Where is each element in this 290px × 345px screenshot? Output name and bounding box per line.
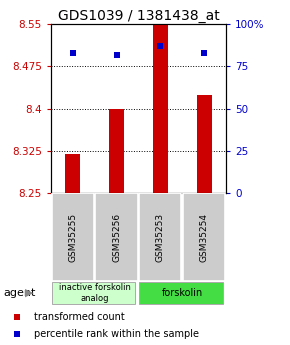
Text: GSM35256: GSM35256 bbox=[112, 213, 121, 262]
Text: GSM35253: GSM35253 bbox=[156, 213, 165, 262]
Bar bbox=[52, 282, 135, 304]
Text: inactive forskolin
analog: inactive forskolin analog bbox=[59, 283, 130, 303]
Text: percentile rank within the sample: percentile rank within the sample bbox=[34, 329, 199, 339]
Bar bbox=[109, 109, 124, 193]
Text: forskolin: forskolin bbox=[162, 288, 203, 298]
Bar bbox=[153, 24, 168, 193]
Bar bbox=[139, 282, 223, 304]
Bar bbox=[52, 193, 94, 281]
Text: GSM35255: GSM35255 bbox=[68, 213, 77, 262]
Text: GSM35254: GSM35254 bbox=[200, 213, 209, 262]
Bar bbox=[197, 95, 212, 193]
Title: GDS1039 / 1381438_at: GDS1039 / 1381438_at bbox=[58, 9, 219, 23]
Text: transformed count: transformed count bbox=[34, 312, 124, 322]
Text: agent: agent bbox=[3, 288, 35, 298]
Bar bbox=[95, 193, 137, 281]
Bar bbox=[65, 154, 80, 193]
Text: ▶: ▶ bbox=[25, 288, 33, 298]
Bar bbox=[139, 193, 182, 281]
Bar bbox=[183, 193, 225, 281]
